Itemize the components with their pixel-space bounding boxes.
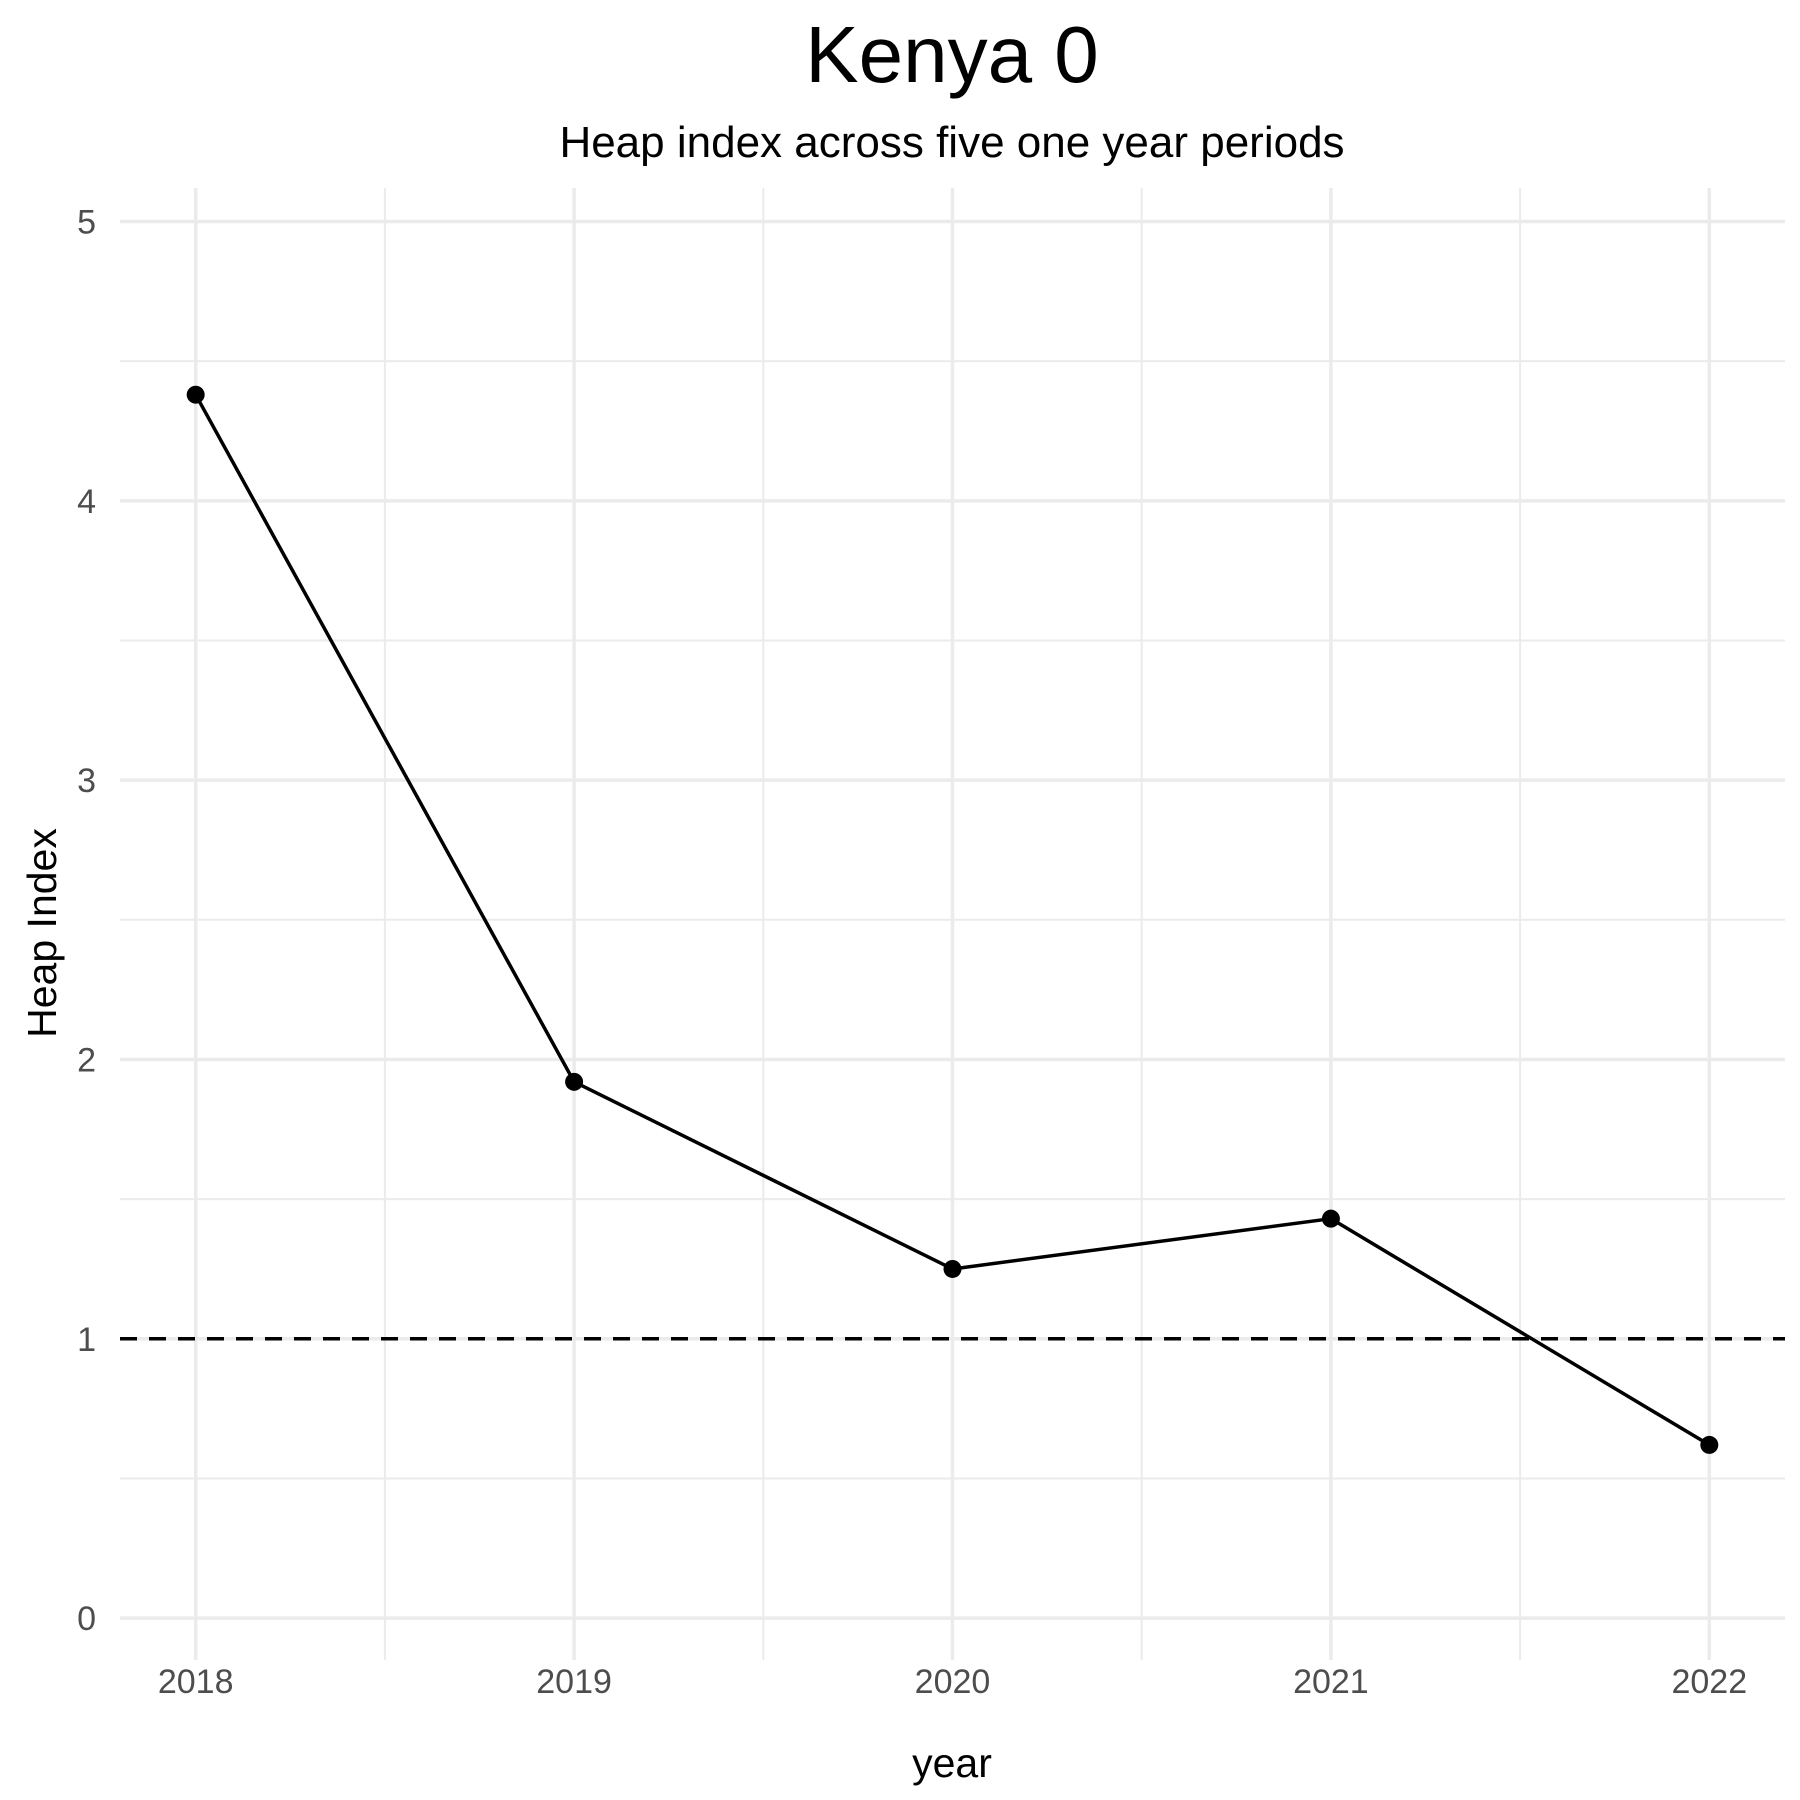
y-tick-label: 2 [77,1041,96,1079]
y-tick-label: 1 [77,1321,96,1359]
x-tick-label: 2018 [158,1663,234,1701]
data-point [943,1259,962,1278]
chart-title: Kenya 0 [805,10,1099,99]
x-tick-label: 2022 [1671,1663,1747,1701]
y-tick-label: 0 [77,1600,96,1638]
x-axis-title: year [912,1740,992,1786]
data-point [1700,1435,1719,1454]
data-point [565,1072,584,1091]
y-tick-labels: 0 1 2 3 4 5 [77,204,96,1639]
y-axis-title: Heap Index [19,828,65,1038]
data-point [186,385,205,404]
x-tick-label: 2020 [915,1663,991,1701]
x-tick-label: 2021 [1293,1663,1369,1701]
x-tick-labels: 2018 2019 2020 2021 2022 [158,1663,1747,1701]
y-tick-label: 5 [77,204,96,242]
data-point [1321,1209,1340,1228]
y-tick-label: 3 [77,762,96,800]
y-tick-label: 4 [77,483,96,521]
chart-subtitle: Heap index across five one year periods [559,118,1344,167]
x-tick-label: 2019 [536,1663,612,1701]
series-layer [186,385,1719,1454]
grid [120,188,1785,1660]
